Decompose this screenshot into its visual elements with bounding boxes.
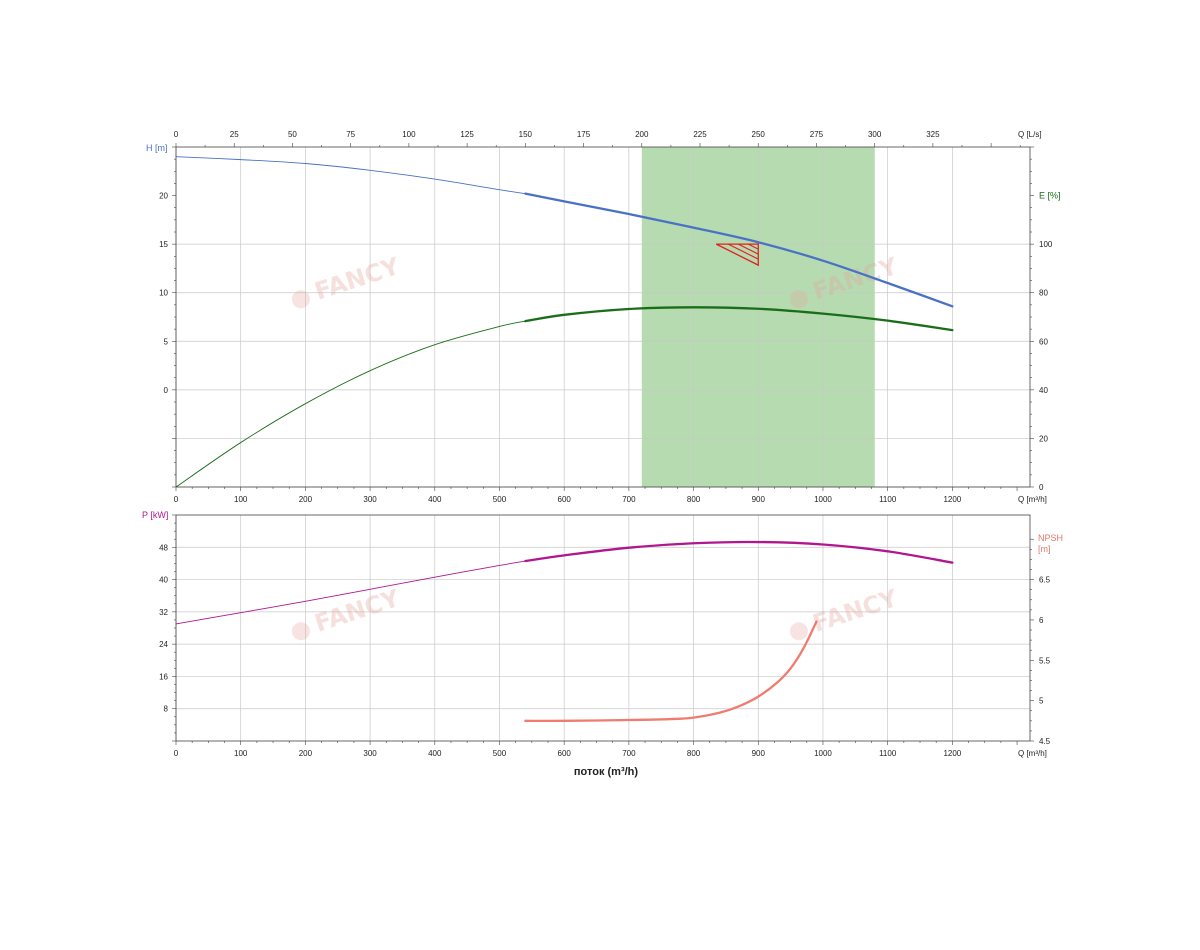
- top-x-tick-label: 0: [174, 495, 179, 504]
- duty-point-marker: [715, 243, 759, 267]
- top-x2-tick-label: 200: [635, 130, 649, 139]
- chart-labels: 0 100 200 300 400 500 600 700 800 900 1000 1100 1200…: [142, 130, 1063, 778]
- top-x-tick-label: 1000: [814, 495, 832, 504]
- bottom-y2-tick-label: 6.5: [1039, 576, 1051, 585]
- top-x2-tick-label: 225: [693, 130, 707, 139]
- top-y-tick-label: 10: [159, 289, 168, 298]
- top-y2-tick-label: 80: [1039, 289, 1048, 298]
- bottom-y-tick-label: 16: [159, 672, 168, 681]
- top-x-tick-label: 500: [493, 495, 507, 504]
- top-x2-tick-label: 250: [752, 130, 766, 139]
- bottom-x-tick-label: 300: [363, 749, 377, 758]
- bottom-x-tick-label: 600: [558, 749, 572, 758]
- chart-series: [175, 156, 954, 723]
- head-curve-extended: [175, 156, 526, 195]
- duty-point-hatch: [748, 243, 759, 250]
- power-curve: [524, 540, 954, 564]
- flow-axis-title: поток (m³/h): [574, 766, 638, 778]
- top-x2label: Q [L/s]: [1018, 130, 1042, 139]
- bottom-y2label-line: NPSH: [1038, 533, 1063, 543]
- top-y-tick-label: 5: [164, 337, 169, 346]
- top-x2-tick-label: 75: [346, 130, 355, 139]
- bottom-y2-tick-label: 5: [1039, 697, 1044, 706]
- top-x-tick-label: 200: [299, 495, 313, 504]
- bottom-y-tick-label: 48: [159, 543, 168, 552]
- bottom-y2-tick-label: 4.5: [1039, 737, 1051, 746]
- watermark-logo-icon: [789, 290, 808, 309]
- top-y2-tick-label: 40: [1039, 386, 1048, 395]
- top-x-tick-label: 100: [234, 495, 248, 504]
- bottom-x-tick-label: 700: [622, 749, 636, 758]
- watermark-text: FANCY: [311, 252, 403, 306]
- bottom-x-tick-label: 0: [174, 749, 179, 758]
- top-plot-frame: [175, 146, 1031, 488]
- top-x-tick-label: 600: [558, 495, 572, 504]
- top-ylabel: H [m]: [146, 143, 168, 153]
- bottom-y-tick-label: 24: [159, 640, 168, 649]
- bottom-x-tick-label: 900: [752, 749, 766, 758]
- bottom-ylabel: P [kW]: [142, 510, 168, 520]
- bottom-y2-tick-label: 6: [1039, 616, 1044, 625]
- watermark-logo-icon: [789, 622, 808, 641]
- top-x2-tick-label: 25: [230, 130, 239, 139]
- top-x2-tick-label: 125: [460, 130, 474, 139]
- top-y2-tick-label: 100: [1039, 240, 1053, 249]
- top-y2-tick-label: 20: [1039, 434, 1048, 443]
- efficiency-curve: [524, 306, 954, 332]
- top-x2-tick-label: 150: [519, 130, 533, 139]
- watermark: FANCY: [291, 252, 403, 309]
- top-x2-tick-label: 325: [926, 130, 940, 139]
- top-y2-tick-label: 60: [1039, 337, 1048, 346]
- bottom-x-tick-label: 1200: [943, 749, 961, 758]
- top-y-tick-label: 15: [159, 240, 168, 249]
- chart-axes: [172, 143, 1034, 745]
- bottom-y-tick-label: 40: [159, 576, 168, 585]
- bottom-x-tick-label: 200: [299, 749, 313, 758]
- top-x2-tick-label: 300: [868, 130, 882, 139]
- top-x2-tick-label: 275: [810, 130, 824, 139]
- head-curve: [524, 192, 954, 308]
- bottom-x-tick-label: 1100: [879, 749, 897, 758]
- top-y2-tick-label: 0: [1039, 483, 1044, 492]
- bottom-y-tick-label: 8: [164, 705, 169, 714]
- top-x2-tick-label: 0: [174, 130, 179, 139]
- duty-point-hatch: [738, 243, 759, 255]
- watermark: FANCY: [789, 584, 901, 641]
- top-y-tick-label: 20: [159, 192, 168, 201]
- watermark: FANCY: [291, 584, 403, 641]
- bottom-xlabel: Q [m³/h]: [1018, 749, 1047, 758]
- top-x2-tick-label: 50: [288, 130, 297, 139]
- bottom-x-tick-label: 400: [428, 749, 442, 758]
- bottom-x-tick-label: 500: [493, 749, 507, 758]
- duty-point-hatch: [728, 243, 759, 260]
- top-y-tick-label: 0: [164, 386, 169, 395]
- top-x-tick-label: 1100: [879, 495, 897, 504]
- watermark-logo-icon: [291, 290, 310, 309]
- chart-grid: [175, 147, 1030, 741]
- top-x-tick-label: 800: [687, 495, 701, 504]
- duty-point-triangle: [715, 243, 759, 267]
- top-x2-tick-label: 175: [577, 130, 591, 139]
- top-x-tick-label: 400: [428, 495, 442, 504]
- bottom-y2-tick-label: 5.5: [1039, 656, 1051, 665]
- top-x-tick-label: 700: [622, 495, 636, 504]
- bottom-y2label-line: [m]: [1038, 544, 1051, 554]
- bottom-y2label: NPSH [m]: [1038, 533, 1063, 554]
- bottom-x-tick-label: 100: [234, 749, 248, 758]
- top-xlabel: Q [m³/h]: [1018, 495, 1047, 504]
- top-x-tick-label: 300: [363, 495, 377, 504]
- npsh-curve: [524, 620, 818, 723]
- bottom-x-tick-label: 1000: [814, 749, 832, 758]
- top-x2-tick-label: 100: [402, 130, 416, 139]
- efficiency-curve-extended: [175, 320, 526, 488]
- bottom-x-tick-label: 800: [687, 749, 701, 758]
- bottom-y-tick-label: 32: [159, 608, 168, 617]
- top-x-tick-label: 900: [752, 495, 766, 504]
- top-x-tick-label: 1200: [943, 495, 961, 504]
- watermark-logo-icon: [291, 622, 310, 641]
- top-y2label: E [%]: [1039, 191, 1061, 201]
